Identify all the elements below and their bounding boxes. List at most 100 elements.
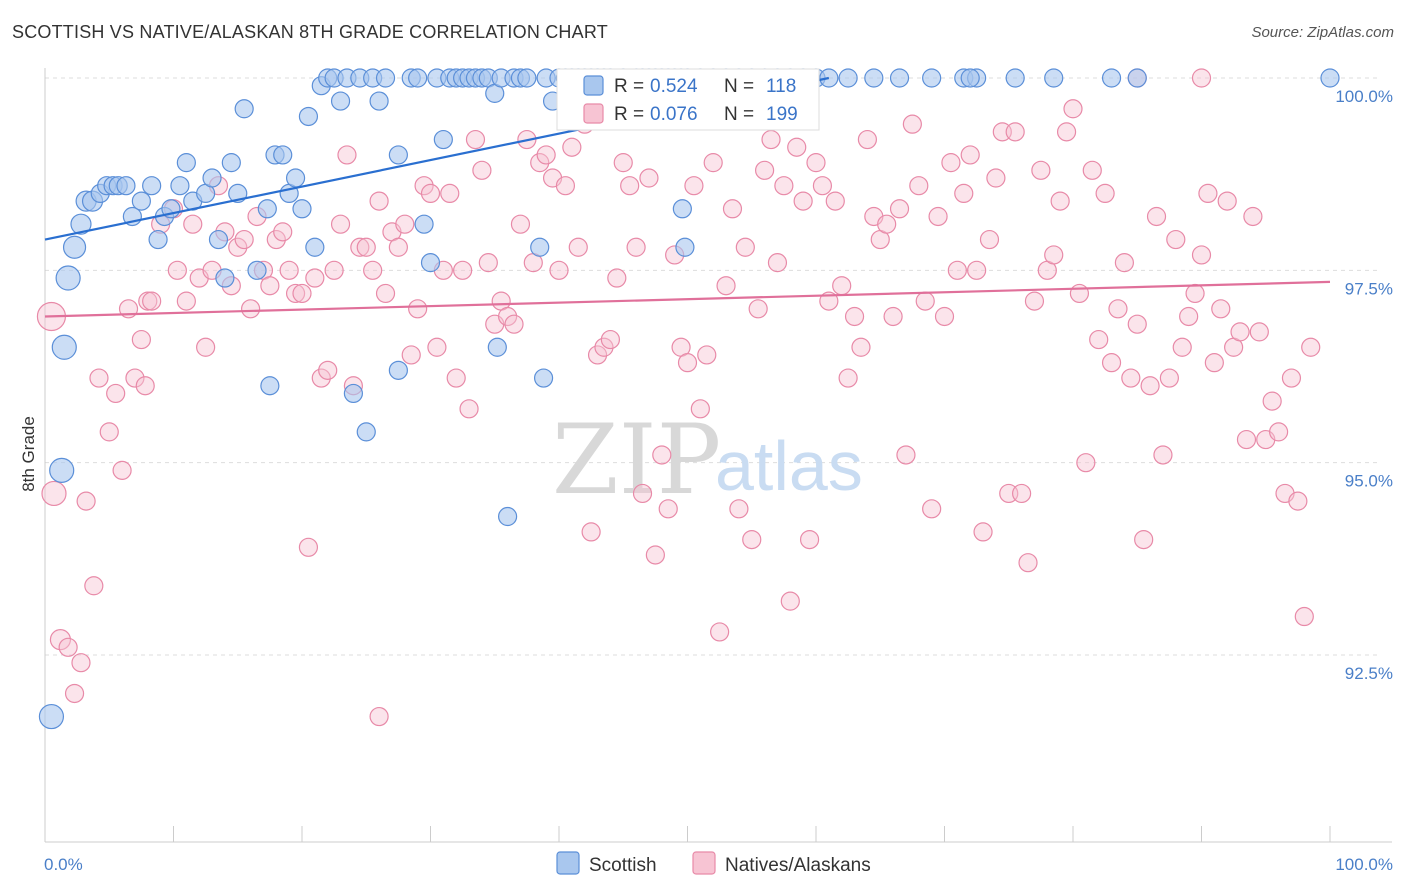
natives-point bbox=[819, 291, 839, 311]
natives-point bbox=[440, 183, 460, 203]
natives-point bbox=[414, 176, 434, 196]
natives-point bbox=[196, 337, 216, 357]
natives-point bbox=[1024, 291, 1045, 311]
scottish-point bbox=[292, 199, 312, 219]
natives-point bbox=[64, 683, 85, 704]
scottish-point bbox=[285, 168, 306, 188]
legend-r-value-scottish: 0.524 bbox=[650, 76, 698, 97]
natives-point bbox=[722, 199, 743, 219]
natives-point bbox=[1262, 391, 1282, 411]
natives-point bbox=[324, 260, 344, 280]
natives-point bbox=[877, 214, 897, 234]
natives-point bbox=[947, 260, 967, 280]
natives-point bbox=[1146, 206, 1167, 227]
scottish-point bbox=[369, 91, 389, 111]
natives-point bbox=[1211, 299, 1231, 319]
legend-r-label: R = bbox=[614, 104, 644, 125]
natives-point bbox=[632, 483, 653, 504]
scottish-point bbox=[260, 376, 280, 396]
scottish-point bbox=[960, 68, 980, 88]
natives-point bbox=[298, 537, 319, 557]
legend-bottom: Scottish Natives/Alaskans bbox=[556, 851, 871, 876]
natives-point bbox=[1301, 337, 1321, 357]
natives-point bbox=[600, 329, 621, 350]
scottish-point bbox=[375, 68, 396, 88]
natives-point bbox=[1185, 283, 1205, 304]
natives-point bbox=[1191, 245, 1212, 265]
scottish-point bbox=[517, 68, 537, 88]
natives-point bbox=[928, 206, 948, 227]
natives-point bbox=[973, 522, 993, 542]
scottish-point bbox=[208, 229, 229, 250]
natives-point bbox=[934, 306, 955, 327]
natives-point bbox=[716, 276, 736, 296]
legend-bottom-swatch-scottish bbox=[556, 851, 580, 875]
scottish-point bbox=[49, 457, 75, 483]
natives-point bbox=[922, 499, 942, 519]
natives-point bbox=[787, 137, 807, 157]
natives-point bbox=[176, 291, 196, 311]
chart-title: SCOTTISH VS NATIVE/ALASKAN 8TH GRADE COR… bbox=[12, 22, 608, 42]
legend-swatch-natives bbox=[583, 103, 604, 124]
natives-point bbox=[504, 314, 524, 334]
natives-point bbox=[266, 229, 286, 250]
scottish-point bbox=[1044, 68, 1064, 88]
natives-point bbox=[337, 145, 357, 165]
scottish-point bbox=[433, 129, 453, 150]
natives-point bbox=[472, 160, 492, 180]
natives-point bbox=[594, 337, 614, 357]
natives-point bbox=[1268, 422, 1289, 442]
natives-point bbox=[883, 306, 903, 327]
scottish-point bbox=[221, 153, 241, 173]
y-tick-label: 97.5% bbox=[1345, 279, 1393, 298]
legend-bottom-scottish: Scottish bbox=[589, 855, 657, 876]
natives-point bbox=[626, 237, 646, 257]
natives-point bbox=[260, 276, 280, 296]
natives-point bbox=[754, 160, 775, 180]
scottish-point bbox=[131, 191, 151, 211]
natives-point bbox=[889, 199, 910, 219]
scottish-point bbox=[55, 265, 81, 291]
natives-point bbox=[1140, 376, 1160, 396]
natives-point bbox=[498, 306, 518, 327]
natives-point bbox=[697, 345, 717, 365]
legend-bottom-natives: Natives/Alaskans bbox=[725, 855, 871, 876]
natives-trendline bbox=[44, 280, 1331, 318]
natives-point bbox=[311, 368, 331, 388]
x-tick-labels: 0.0% 100.0% bbox=[44, 855, 1393, 874]
natives-point bbox=[1281, 368, 1302, 388]
scottish-point bbox=[202, 168, 222, 188]
natives-point bbox=[395, 214, 415, 234]
source-label: Source: ZipAtlas.com bbox=[1251, 24, 1394, 41]
scottish-point bbox=[889, 68, 910, 88]
natives-point bbox=[844, 306, 865, 327]
natives-point bbox=[1076, 453, 1096, 473]
natives-point bbox=[388, 237, 408, 257]
natives-point bbox=[1050, 191, 1070, 211]
y-tick-labels: 92.5% 95.0% 97.5% 100.0% bbox=[1335, 87, 1393, 683]
natives-point bbox=[285, 283, 306, 304]
scottish-point bbox=[38, 703, 65, 730]
natives-point bbox=[780, 591, 800, 611]
natives-point bbox=[369, 706, 389, 727]
natives-point bbox=[106, 383, 126, 404]
scottish-point bbox=[247, 260, 267, 280]
natives-point bbox=[832, 276, 852, 296]
natives-point bbox=[1044, 245, 1064, 265]
natives-point bbox=[125, 368, 145, 388]
natives-point bbox=[1108, 299, 1128, 319]
natives-point bbox=[536, 145, 556, 165]
natives-point bbox=[273, 222, 293, 242]
scottish-point bbox=[487, 337, 507, 357]
natives-point bbox=[735, 237, 755, 257]
legend-r-value-natives: 0.076 bbox=[650, 104, 698, 125]
natives-point bbox=[1288, 491, 1308, 511]
natives-point bbox=[350, 237, 370, 257]
legend-n-label: N = bbox=[724, 76, 754, 97]
scottish-point bbox=[273, 145, 293, 165]
natives-point bbox=[851, 337, 871, 357]
natives-point bbox=[305, 268, 325, 288]
scottish-point bbox=[1005, 68, 1025, 88]
scottish-point bbox=[922, 68, 942, 88]
legend-r-label: R = bbox=[614, 76, 644, 97]
